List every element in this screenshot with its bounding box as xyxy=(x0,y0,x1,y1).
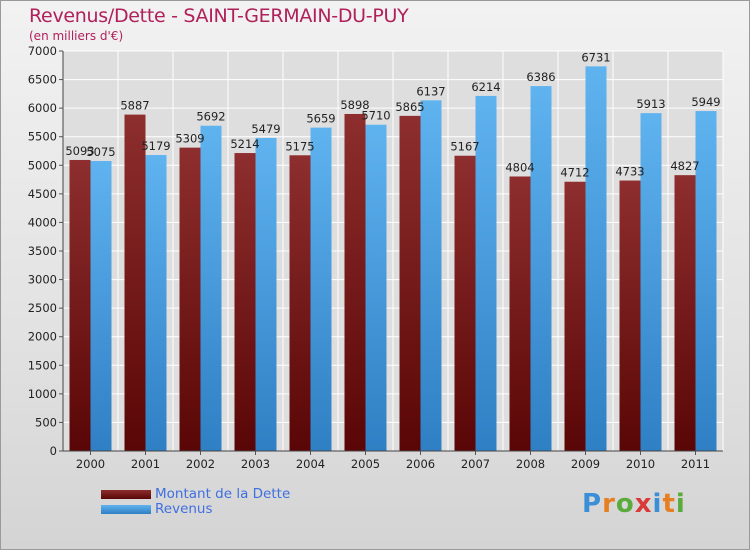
value-label-dette: 5898 xyxy=(340,98,369,112)
x-tick-label: 2009 xyxy=(571,457,600,471)
logo-letter: i xyxy=(675,489,686,519)
bar-revenus xyxy=(310,127,332,451)
value-label-revenus: 5075 xyxy=(86,145,115,159)
x-tick-label: 2003 xyxy=(241,457,270,471)
bar-revenus xyxy=(365,124,387,451)
value-label-dette: 4827 xyxy=(670,159,699,173)
y-tick-label: 4000 xyxy=(28,215,57,229)
y-tick-label: 5500 xyxy=(28,130,57,144)
x-tick-label: 2000 xyxy=(76,457,105,471)
legend-swatch-revenus xyxy=(101,505,151,514)
grid-layer xyxy=(62,50,724,452)
value-label-dette: 5309 xyxy=(175,132,204,146)
bar-revenus xyxy=(585,66,607,451)
x-tick-label: 2005 xyxy=(351,457,380,471)
x-tick-label: 2004 xyxy=(296,457,325,471)
value-label-dette: 5167 xyxy=(450,140,479,154)
bar-revenus xyxy=(255,137,277,451)
y-tick-label: 3000 xyxy=(28,273,57,287)
legend: Montant de la Dette Revenus xyxy=(101,487,290,517)
x-tick-label: 2008 xyxy=(516,457,545,471)
bar-dette xyxy=(564,181,586,451)
x-tick-label: 2011 xyxy=(681,457,710,471)
logo-letter: o xyxy=(615,489,635,519)
x-tick-label: 2007 xyxy=(461,457,490,471)
value-label-revenus: 5913 xyxy=(636,97,665,111)
bars-layer xyxy=(69,66,717,452)
legend-item-revenus: Revenus xyxy=(101,502,290,517)
value-label-revenus: 5692 xyxy=(196,110,225,124)
y-tick-label: 500 xyxy=(35,415,57,429)
value-label-dette: 4733 xyxy=(615,165,644,179)
legend-swatch-dette xyxy=(101,490,151,499)
value-label-revenus: 5179 xyxy=(141,139,170,153)
value-label-revenus: 6386 xyxy=(526,70,555,84)
bar-dette xyxy=(619,180,641,452)
bar-revenus xyxy=(145,155,167,452)
logo-letter: x xyxy=(634,489,653,519)
bar-dette xyxy=(674,175,696,451)
bar-dette xyxy=(399,115,421,451)
value-label-dette: 5175 xyxy=(285,139,314,153)
logo-letter: t xyxy=(662,489,676,519)
y-tick-label: 5000 xyxy=(28,158,57,172)
bar-dette xyxy=(179,147,201,451)
value-label-dette: 4712 xyxy=(560,166,589,180)
bar-dette xyxy=(509,176,531,451)
logo-letter: P xyxy=(582,489,603,519)
bar-dette xyxy=(454,155,476,451)
value-label-dette: 5887 xyxy=(120,99,149,113)
x-tick-label: 2001 xyxy=(131,457,160,471)
x-tick-label: 2006 xyxy=(406,457,435,471)
legend-label-revenus: Revenus xyxy=(155,501,213,517)
bar-dette xyxy=(289,155,311,452)
chart-subtitle: (en milliers d'€) xyxy=(29,29,124,43)
y-tick-label: 1500 xyxy=(28,358,57,372)
y-tick-label: 0 xyxy=(50,444,57,458)
y-tick-label: 2000 xyxy=(28,330,57,344)
axis-layer: 0 500 1000 1500 2000 2500 3000 3500 4000 4500 5000… xyxy=(28,44,723,471)
legend-label-dette: Montant de la Dette xyxy=(155,486,291,502)
value-label-revenus: 5659 xyxy=(306,112,335,126)
value-label-dette: 5214 xyxy=(230,137,259,151)
legend-item-dette: Montant de la Dette xyxy=(101,487,290,502)
bar-revenus xyxy=(420,100,442,452)
value-label-dette: 5093 xyxy=(65,144,94,158)
bar-dette xyxy=(69,159,91,451)
bar-revenus xyxy=(695,111,717,452)
value-label-revenus: 5949 xyxy=(691,95,720,109)
value-label-revenus: 6214 xyxy=(471,80,500,94)
bar-revenus xyxy=(640,113,662,451)
y-tick-label: 6000 xyxy=(28,101,57,115)
x-tick-label: 2010 xyxy=(626,457,655,471)
proxiti-logo: Proxiti xyxy=(582,489,686,519)
bar-revenus xyxy=(90,161,112,451)
logo-letter: r xyxy=(602,489,616,519)
value-label-dette: 4804 xyxy=(505,160,534,174)
value-label-revenus: 6137 xyxy=(416,84,445,98)
y-tick-label: 7000 xyxy=(28,44,57,58)
x-tick-label: 2002 xyxy=(186,457,215,471)
bar-revenus xyxy=(200,125,222,451)
bar-dette xyxy=(234,153,256,452)
bar-revenus xyxy=(475,95,497,452)
y-tick-label: 6500 xyxy=(28,73,57,87)
value-label-revenus: 5710 xyxy=(361,109,390,123)
y-tick-label: 1000 xyxy=(28,387,57,401)
bar-revenus xyxy=(530,86,552,451)
bar-dette xyxy=(124,114,146,451)
y-tick-label: 2500 xyxy=(28,301,57,315)
logo-letter: i xyxy=(652,489,663,519)
y-tick-label: 4500 xyxy=(28,187,57,201)
value-label-revenus: 5479 xyxy=(251,122,280,136)
y-tick-label: 3500 xyxy=(28,244,57,258)
bar-dette xyxy=(344,113,366,451)
chart-title: Revenus/Dette - SAINT-GERMAIN-DU-PUY xyxy=(29,5,409,27)
value-label-dette: 5865 xyxy=(395,100,424,114)
value-label-revenus: 6731 xyxy=(581,50,610,64)
